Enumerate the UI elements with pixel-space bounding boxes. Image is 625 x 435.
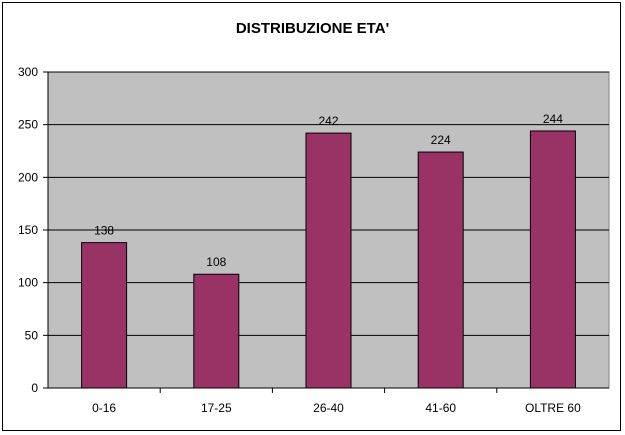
bars: [81, 130, 576, 389]
chart-title: DISTRIBUZIONE ETA': [235, 20, 390, 37]
y-tick-labels: 0 50 100 150 200 250 300: [18, 65, 38, 395]
data-label: 108: [206, 255, 226, 269]
x-tick-label: 17-25: [201, 401, 232, 415]
x-tick-label: 41-60: [425, 401, 456, 415]
y-tick-label: 250: [18, 118, 38, 132]
bar: [417, 151, 464, 389]
x-tick-label: OLTRE 60: [525, 401, 581, 415]
bar: [529, 130, 576, 389]
bar: [305, 132, 352, 389]
y-tick-label: 300: [18, 65, 38, 79]
x-tick-labels: 0-16 17-25 26-40 41-60 OLTRE 60: [92, 401, 581, 415]
bar: [193, 273, 240, 389]
bar: [81, 242, 128, 389]
data-label: 242: [318, 114, 338, 128]
y-tick-label: 100: [18, 276, 38, 290]
y-tick-label: 50: [25, 328, 39, 342]
data-label: 138: [94, 224, 114, 238]
data-label: 224: [431, 133, 451, 147]
data-labels: 138 108 242 224 244: [94, 112, 563, 269]
y-tick-label: 150: [18, 223, 38, 237]
axes: [43, 71, 609, 393]
y-tick-label: 0: [31, 381, 38, 395]
data-label: 244: [543, 112, 563, 126]
y-tick-label: 200: [18, 170, 38, 184]
x-tick-label: 26-40: [313, 401, 344, 415]
x-tick-label: 0-16: [92, 401, 116, 415]
